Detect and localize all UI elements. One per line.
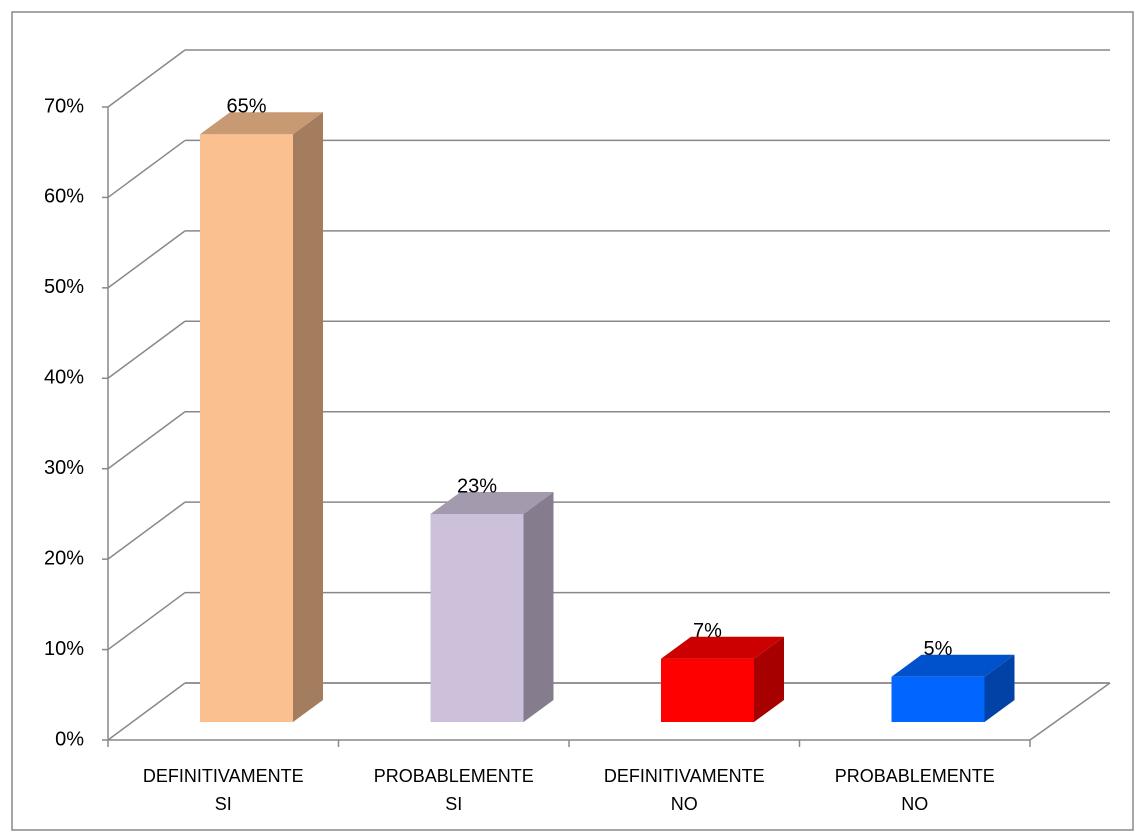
grid-line-side (107, 591, 186, 651)
data-label: 5% (924, 638, 953, 660)
bar-side (754, 636, 784, 722)
grid-line-side (107, 139, 186, 199)
bar-top (430, 492, 554, 515)
bar-top (200, 112, 323, 135)
bar-side (523, 492, 554, 722)
y-tick-label: 50% (44, 276, 84, 298)
grid-line-side (107, 320, 186, 379)
x-tick-label: DEFINITIVAMENTE NO (603, 766, 765, 814)
bar-front (891, 676, 985, 722)
bar-front (430, 514, 524, 722)
bar-top (891, 654, 1015, 677)
data-label: 23% (457, 475, 497, 497)
bar-front (661, 658, 754, 722)
grid-line-side (107, 411, 186, 470)
bar-side (984, 654, 1015, 722)
y-tick-label: 30% (44, 457, 84, 479)
grid-line-side (107, 49, 186, 108)
y-tick-label: 20% (44, 547, 84, 569)
chart-frame (11, 11, 1134, 831)
y-tick-label: 40% (44, 367, 84, 389)
data-label: 65% (226, 95, 266, 117)
grid-line-side (107, 682, 186, 741)
y-tick-label: 60% (44, 186, 84, 208)
bar-front (200, 134, 293, 722)
bar-side (293, 112, 323, 722)
grid-line-side (107, 501, 186, 560)
y-tick-label: 70% (44, 95, 84, 117)
grid-line-side (107, 230, 186, 289)
x-tick-label: DEFINITIVAMENTE SI (142, 766, 304, 814)
data-label: 7% (693, 620, 722, 642)
x-tick-label: PROBABLEMENTE NO (834, 766, 995, 814)
x-tick-label: PROBABLEMENTE SI (373, 766, 534, 814)
y-tick-label: 0% (55, 728, 84, 750)
bar-top (661, 636, 784, 659)
y-tick-label: 10% (44, 638, 84, 660)
floor-right (1029, 682, 1111, 741)
